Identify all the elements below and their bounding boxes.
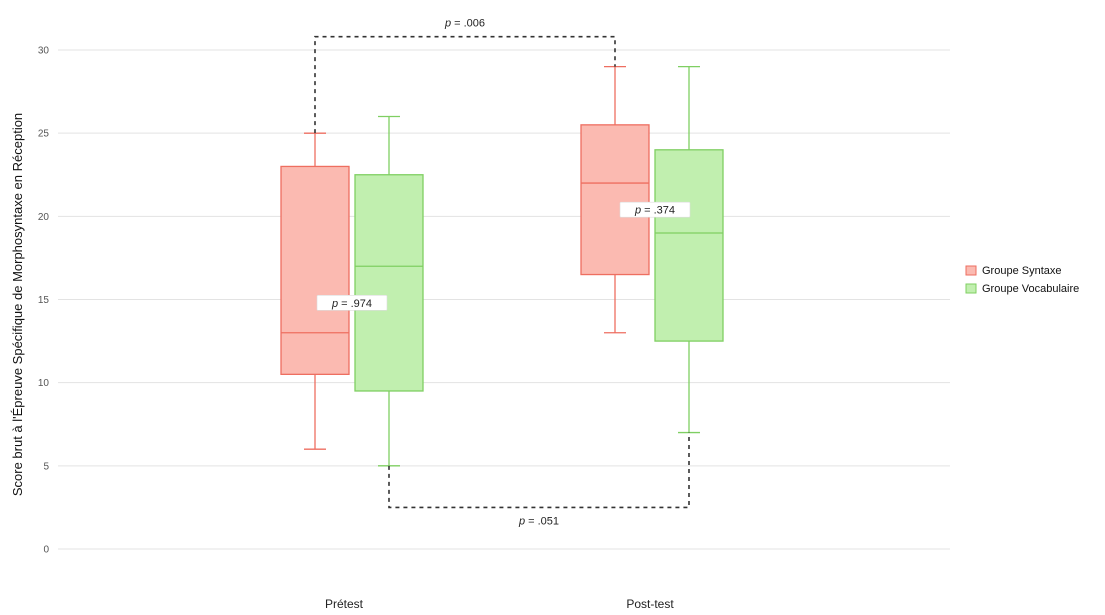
p-label-bg [619,201,691,218]
y-tick-label: 10 [38,378,50,389]
legend-label: Groupe Syntaxe [982,265,1062,277]
p-value-label: p = .006 [444,18,485,30]
box-1-1 [654,65,724,434]
legend-label: Groupe Vocabulaire [982,283,1079,295]
p-value-label: p = .051 [518,515,559,527]
y-tick-label: 30 [38,46,50,57]
significance-bracket [388,432,690,509]
significance-bracket [314,35,616,134]
annotation-syntaxe-pre-post: p = .006 [444,18,485,30]
p-value-label: p = .974 [331,298,372,310]
annotation-vocab-pre-post: p = .051 [518,515,559,527]
box-iqr [354,174,424,392]
y-tick-label: 15 [38,295,50,306]
p-label-bg [316,295,388,311]
annotation-pretest-groups: p = .974 [316,295,388,311]
legend-swatch [965,265,977,276]
legend: Groupe Syntaxe Groupe Vocabulaire [965,265,1079,295]
y-tick-label: 0 [43,545,49,556]
y-axis-label: Score brut à l'Épreuve Spécifique de Mor… [10,113,25,496]
annotation-posttest-groups: p = .374 [619,201,691,218]
box-iqr [580,124,650,276]
box-1-0 [354,115,424,467]
y-tick-label: 20 [38,212,50,223]
legend-swatch [965,283,977,294]
box-iqr [280,165,350,376]
box-0-1 [580,65,650,334]
box-iqr [654,149,724,342]
x-category-label: Post-test [626,597,674,611]
y-tick-label: 5 [43,461,49,472]
y-tick-label: 25 [38,129,50,140]
p-value-label: p = .374 [634,205,675,217]
x-category-label: Prétest [325,597,364,611]
box-0-0 [280,132,350,450]
